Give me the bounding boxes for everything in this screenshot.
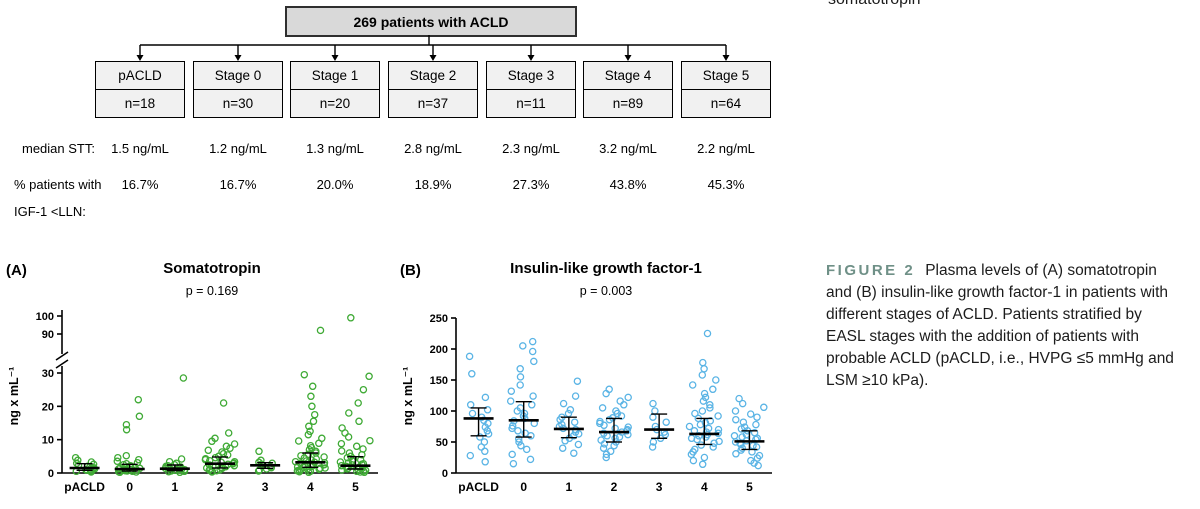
group-n: n=18 — [124, 96, 156, 111]
svg-text:50: 50 — [436, 437, 448, 449]
svg-text:ng x mL⁻¹: ng x mL⁻¹ — [401, 367, 415, 426]
svg-text:150: 150 — [430, 375, 448, 387]
pct-igf1-value: 43.8% — [609, 177, 647, 192]
svg-text:2: 2 — [611, 480, 618, 494]
row-label-pct-line1: % patients with — [14, 177, 102, 192]
group-label: Stage 0 — [194, 62, 282, 90]
group-box-stage5: Stage 5 n=64 — [681, 61, 771, 118]
pct-igf1-value: 27.3% — [512, 177, 550, 192]
svg-text:0: 0 — [126, 480, 133, 494]
svg-text:0: 0 — [48, 468, 54, 480]
svg-text:200: 200 — [430, 344, 448, 356]
flowchart-root-label: 269 patients with ACLD — [353, 13, 509, 30]
svg-text:3: 3 — [656, 480, 663, 494]
figure-caption: FIGURE 2 Plasma levels of (A) somatotropi… — [826, 260, 1180, 392]
svg-text:5: 5 — [746, 480, 753, 494]
median-stt-value: 2.8 ng/mL — [404, 141, 462, 156]
panel-b-label: (B) — [400, 262, 421, 279]
pct-igf1-value: 20.0% — [316, 177, 354, 192]
svg-text:5: 5 — [352, 480, 359, 494]
pct-igf1-value: 18.9% — [414, 177, 452, 192]
chart-a-svg: 0 10 20 30 90 100 ng x mL⁻¹ pACLD 0 1 2 3 4 5 — [7, 310, 378, 494]
group-box-stage1: Stage 1 n=20 — [290, 61, 380, 118]
pct-igf1-value: 45.3% — [707, 177, 745, 192]
partial-caption-text: somatotropin — [828, 0, 921, 9]
group-n: n=30 — [222, 96, 254, 111]
group-label: Stage 5 — [682, 62, 770, 90]
svg-text:4: 4 — [701, 480, 708, 494]
svg-text:1: 1 — [566, 480, 573, 494]
group-box-stage2: Stage 2 n=37 — [388, 61, 478, 118]
svg-text:3: 3 — [262, 480, 269, 494]
group-label: Stage 1 — [291, 62, 379, 90]
panel-a-pvalue: p = 0.169 — [185, 284, 239, 298]
svg-text:ng x mL⁻¹: ng x mL⁻¹ — [7, 367, 21, 426]
figure-caption-text: Plasma levels of (A) somatotropin and (B… — [826, 262, 1174, 389]
svg-text:1: 1 — [172, 480, 179, 494]
svg-text:pACLD: pACLD — [458, 480, 499, 494]
group-box-stage0: Stage 0 n=30 — [193, 61, 283, 118]
svg-text:100: 100 — [430, 406, 448, 418]
group-label: Stage 3 — [487, 62, 575, 90]
median-stt-value: 2.2 ng/mL — [697, 141, 755, 156]
svg-text:0: 0 — [442, 468, 448, 480]
group-box-stage4: Stage 4 n=89 — [583, 61, 673, 118]
svg-text:20: 20 — [42, 401, 54, 413]
svg-text:4: 4 — [307, 480, 314, 494]
row-label-median-stt: median STT: — [22, 141, 95, 156]
group-box-pacld: pACLD n=18 — [95, 61, 185, 118]
panel-a: (A) Somatotropin p = 0.169 0 10 20 30 90 100 n… — [4, 258, 402, 509]
svg-text:250: 250 — [430, 313, 448, 325]
group-n: n=11 — [516, 96, 546, 111]
pct-igf1-value: 16.7% — [121, 177, 159, 192]
median-stt-value: 3.2 ng/mL — [599, 141, 657, 156]
median-stt-value: 1.5 ng/mL — [111, 141, 169, 156]
figure-label: FIGURE 2 — [826, 262, 916, 279]
median-stt-value: 1.2 ng/mL — [209, 141, 267, 156]
flowchart-root-box: 269 patients with ACLD — [285, 6, 577, 37]
panel-b: (B) Insulin-like growth factor-1 p = 0.0… — [398, 258, 796, 509]
median-stt-value: 2.3 ng/mL — [502, 141, 560, 156]
svg-text:2: 2 — [217, 480, 224, 494]
svg-text:0: 0 — [520, 480, 527, 494]
group-n: n=37 — [417, 96, 449, 111]
panel-b-pvalue: p = 0.003 — [579, 284, 633, 298]
pct-igf1-value: 16.7% — [219, 177, 257, 192]
group-box-stage3: Stage 3 n=11 — [486, 61, 576, 118]
group-n: n=89 — [612, 96, 644, 111]
panel-a-title: Somatotropin — [163, 260, 261, 277]
svg-text:30: 30 — [42, 368, 54, 380]
chart-b-svg: 0 50 100 150 200 250 ng x mL⁻¹ pACLD 0 1 2 3 4 5 — [401, 313, 772, 494]
row-label-pct-line2: IGF-1 <LLN: — [14, 204, 86, 219]
svg-text:100: 100 — [36, 311, 54, 323]
group-n: n=20 — [319, 96, 351, 111]
group-label: Stage 4 — [584, 62, 672, 90]
group-n: n=64 — [710, 96, 742, 111]
group-label: pACLD — [96, 62, 184, 90]
median-stt-value: 1.3 ng/mL — [306, 141, 364, 156]
panel-b-title: Insulin-like growth factor-1 — [510, 260, 702, 277]
svg-text:90: 90 — [42, 329, 54, 341]
group-label: Stage 2 — [389, 62, 477, 90]
svg-text:10: 10 — [42, 435, 54, 447]
svg-text:pACLD: pACLD — [64, 480, 105, 494]
panel-a-label: (A) — [6, 262, 27, 279]
